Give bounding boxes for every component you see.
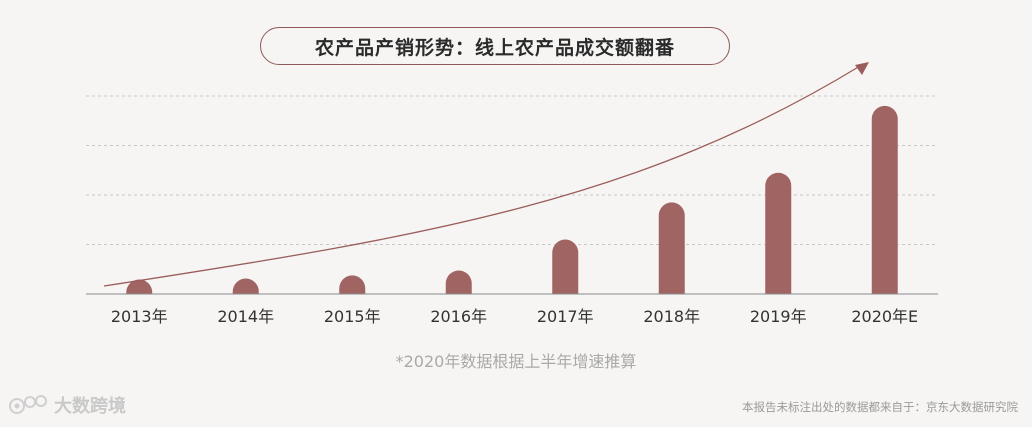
x-tick-label: 2014年 (217, 307, 274, 326)
bar-2018年 (658, 202, 685, 294)
x-axis-labels: 2013年 2014年 2015年 2016年 2017年 2018年 2019年 2020年… (111, 307, 918, 326)
footnote: *2020年数据根据上半年增速推算 (395, 352, 637, 371)
bar-2016年 (445, 270, 472, 294)
x-tick-label: 2015年 (324, 307, 381, 326)
trend-arrow-head (855, 62, 869, 75)
bars (126, 105, 898, 294)
bar-2014年 (232, 278, 259, 294)
x-tick-label: 2019年 (750, 307, 807, 326)
trend-arrow (103, 65, 861, 287)
data-source: 本报告未标注出处的数据都来自于：京东大数据研究院 (742, 400, 1018, 414)
brand-logo-icon (9, 395, 47, 414)
x-tick-label: 2013年 (111, 307, 168, 326)
bar-2019年 (765, 172, 792, 294)
gridlines (86, 95, 938, 245)
brand-logo-text: 大数跨境 (54, 396, 126, 417)
bar-chart: 2013年 2014年 2015年 2016年 2017年 2018年 2019年 2020年… (86, 62, 938, 326)
chart-title: 农产品产销形势：线上农产品成交额翻番 (260, 27, 730, 65)
x-tick-label: 2016年 (430, 307, 487, 326)
bar-2015年 (339, 275, 366, 294)
bar-2013年 (126, 279, 153, 294)
brand-logo: 大数跨境 (8, 392, 126, 418)
x-tick-label: 2020年E (851, 307, 918, 326)
x-tick-label: 2018年 (643, 307, 700, 326)
x-tick-label: 2017年 (537, 307, 594, 326)
bar-2020年E (871, 105, 898, 294)
bar-2017年 (552, 239, 579, 294)
